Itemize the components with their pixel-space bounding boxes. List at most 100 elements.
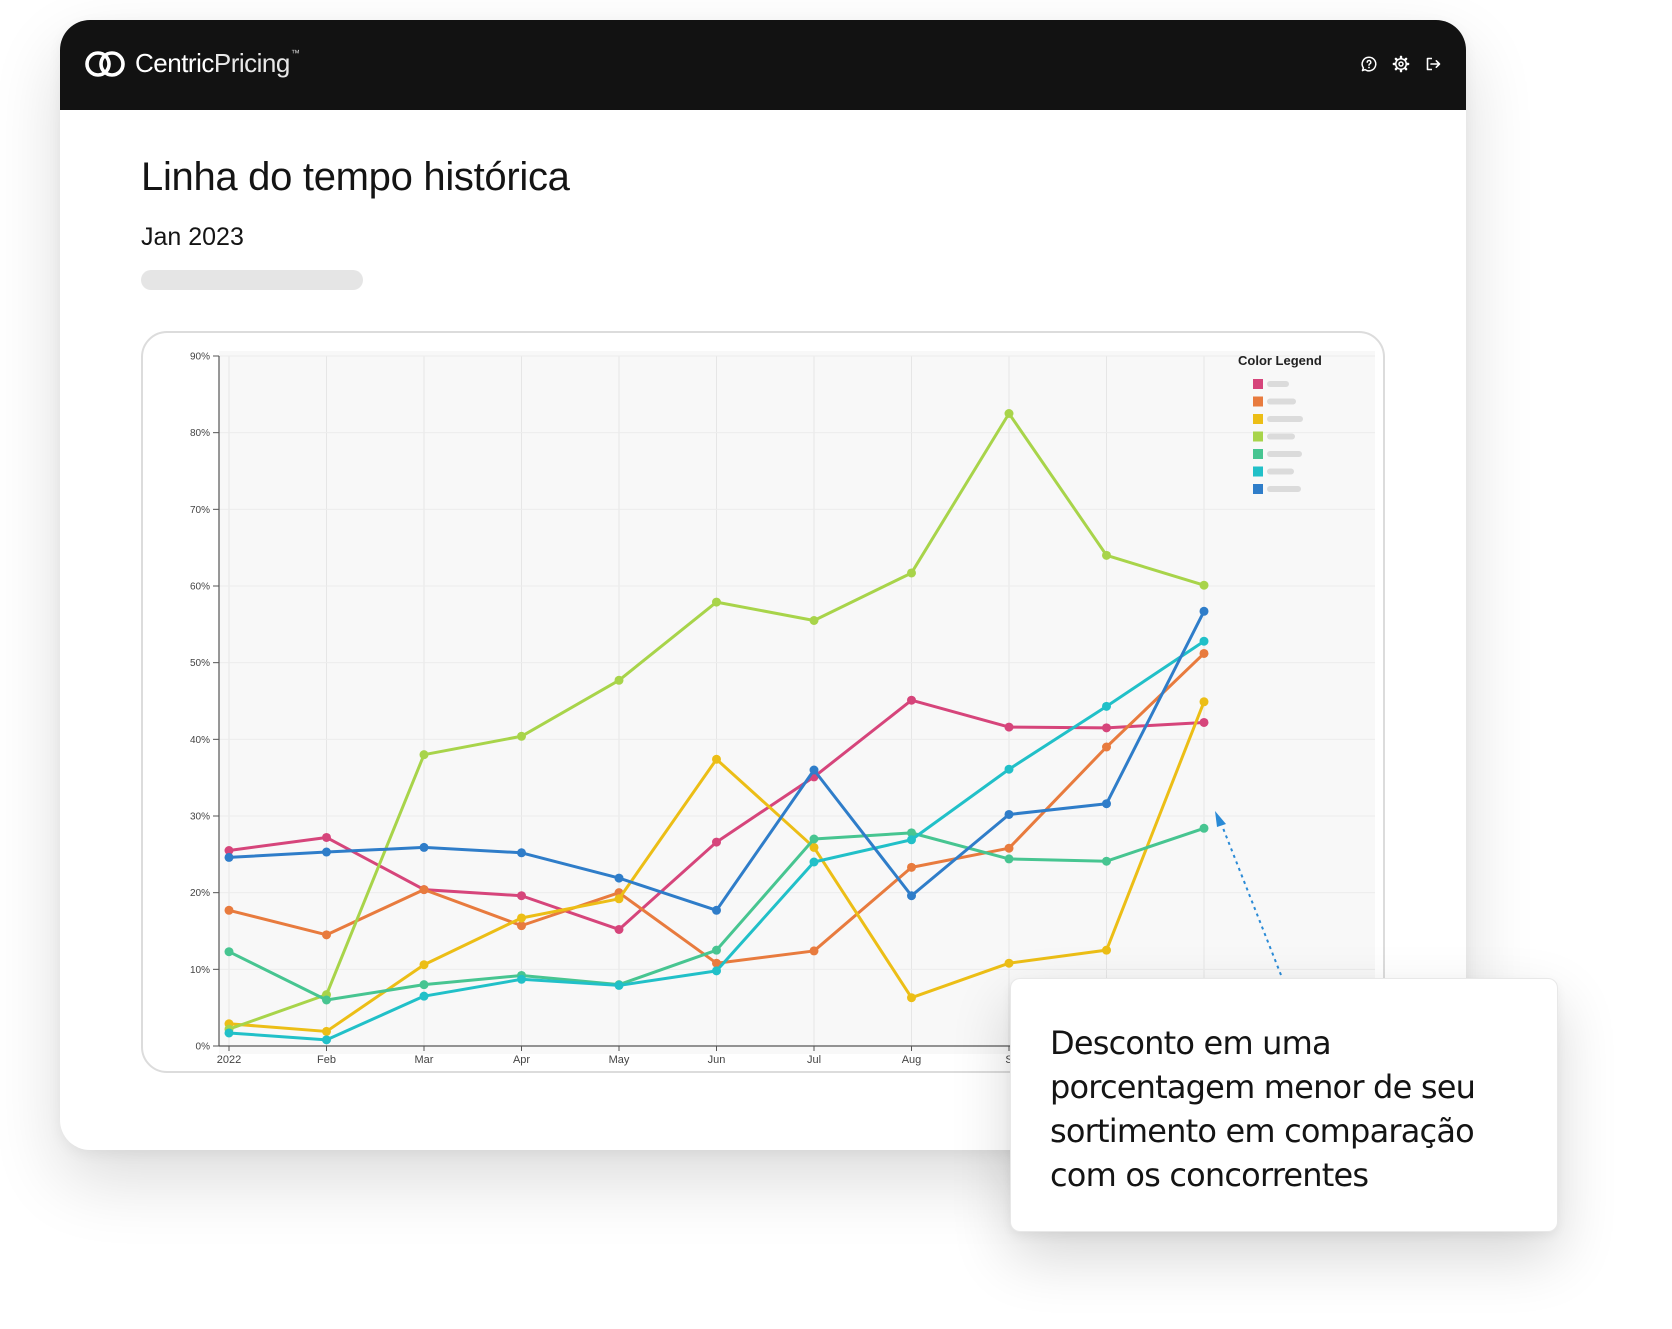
data-point bbox=[1102, 945, 1111, 955]
data-point bbox=[1199, 606, 1209, 616]
data-point bbox=[419, 980, 429, 990]
y-tick-label: 20% bbox=[190, 888, 210, 899]
x-tick-label: Aug bbox=[902, 1054, 922, 1066]
logo-mark-icon bbox=[85, 50, 125, 77]
data-point bbox=[907, 835, 916, 845]
data-point bbox=[322, 1026, 331, 1036]
header-actions bbox=[1360, 55, 1442, 73]
x-tick-label: Mar bbox=[415, 1054, 434, 1066]
x-tick-label: S bbox=[1005, 1054, 1012, 1066]
data-point bbox=[517, 848, 526, 858]
y-tick-label: 0% bbox=[196, 1042, 211, 1053]
data-point bbox=[517, 974, 526, 984]
data-point bbox=[419, 750, 429, 760]
callout-pointer-line bbox=[1220, 822, 1282, 976]
legend-swatch bbox=[1253, 484, 1263, 494]
data-point bbox=[614, 873, 624, 883]
data-point bbox=[712, 597, 721, 607]
data-point bbox=[322, 847, 331, 857]
chart-card: 0% 10% 20% 30% 40% 50% 60% 70% 80% 90% 2022 Feb Mar A… bbox=[141, 331, 1385, 1073]
data-point bbox=[517, 891, 526, 901]
data-point bbox=[1199, 823, 1209, 833]
brand-name-bold: Centric bbox=[135, 48, 214, 78]
data-point bbox=[1004, 809, 1014, 819]
brand-name: CentricPricing™ bbox=[135, 48, 300, 79]
data-point bbox=[224, 947, 234, 957]
data-point bbox=[809, 765, 819, 775]
plot-background bbox=[219, 351, 1375, 1054]
data-point bbox=[224, 1028, 234, 1038]
legend-label-redacted bbox=[1267, 451, 1302, 457]
legend-label-redacted bbox=[1267, 398, 1296, 405]
brand-trademark: ™ bbox=[290, 48, 300, 58]
app-window: CentricPricing™ bbox=[60, 20, 1466, 1150]
data-point bbox=[1004, 843, 1014, 853]
x-tick-label: Jun bbox=[708, 1054, 726, 1066]
y-tick-label: 70% bbox=[190, 505, 210, 516]
legend-label-redacted bbox=[1267, 433, 1295, 440]
data-point bbox=[614, 924, 624, 934]
data-point bbox=[907, 862, 916, 872]
data-point bbox=[809, 857, 819, 867]
data-point bbox=[712, 754, 721, 764]
y-tick-label: 90% bbox=[190, 352, 210, 363]
logout-icon[interactable] bbox=[1424, 55, 1442, 73]
legend-swatch bbox=[1253, 449, 1263, 459]
data-point bbox=[1004, 854, 1014, 864]
brand-logo[interactable]: CentricPricing™ bbox=[84, 48, 300, 79]
callout-pointer-arrowhead bbox=[1215, 811, 1226, 827]
data-point bbox=[1102, 856, 1111, 866]
data-point bbox=[809, 834, 819, 844]
data-point bbox=[224, 852, 234, 862]
x-tick-label: Apr bbox=[513, 1054, 530, 1066]
data-point bbox=[1004, 764, 1014, 774]
data-point bbox=[614, 675, 624, 685]
legend-title: Color Legend bbox=[1238, 353, 1322, 368]
legend-label-redacted bbox=[1267, 468, 1294, 475]
data-point bbox=[614, 894, 624, 904]
x-tick-label: May bbox=[609, 1054, 630, 1066]
y-tick-label: 60% bbox=[190, 582, 210, 593]
data-point bbox=[419, 842, 429, 852]
data-point bbox=[712, 966, 721, 976]
y-tick-label: 80% bbox=[190, 428, 210, 439]
legend-label-redacted bbox=[1267, 381, 1289, 387]
data-point bbox=[712, 905, 721, 915]
data-point bbox=[809, 842, 819, 852]
y-tick-label: 30% bbox=[190, 812, 210, 823]
data-point bbox=[1102, 742, 1111, 752]
data-point bbox=[907, 828, 916, 838]
data-point bbox=[1102, 701, 1111, 711]
data-point bbox=[517, 913, 526, 923]
data-point bbox=[1199, 648, 1209, 658]
data-point bbox=[712, 837, 721, 847]
x-tick-label: Jul bbox=[807, 1054, 821, 1066]
data-point bbox=[1004, 722, 1014, 732]
data-point bbox=[517, 731, 526, 741]
legend-swatch bbox=[1253, 414, 1263, 424]
data-point bbox=[224, 905, 234, 915]
page-subtitle-date: Jan 2023 bbox=[141, 223, 244, 251]
settings-gear-icon[interactable] bbox=[1392, 55, 1410, 73]
data-point bbox=[809, 616, 819, 625]
data-point bbox=[322, 832, 331, 842]
data-point bbox=[419, 885, 429, 895]
help-chat-icon[interactable] bbox=[1360, 55, 1378, 73]
data-point bbox=[419, 991, 429, 1001]
data-point bbox=[322, 995, 331, 1005]
legend-swatch bbox=[1253, 396, 1263, 407]
data-point bbox=[517, 921, 526, 931]
data-point bbox=[1102, 550, 1111, 560]
data-point bbox=[1102, 799, 1111, 809]
loading-placeholder-bar bbox=[141, 270, 363, 290]
data-point bbox=[907, 568, 916, 578]
annotation-callout: Desconto em uma porcentagem menor de seu… bbox=[1010, 978, 1558, 1232]
data-point bbox=[322, 930, 331, 940]
data-point bbox=[712, 958, 721, 968]
x-tick-label: 2022 bbox=[217, 1054, 241, 1066]
data-point bbox=[907, 993, 916, 1003]
brand-name-light: Pricing bbox=[213, 48, 290, 78]
data-point bbox=[614, 980, 624, 990]
x-tick-label: Feb bbox=[317, 1054, 336, 1066]
